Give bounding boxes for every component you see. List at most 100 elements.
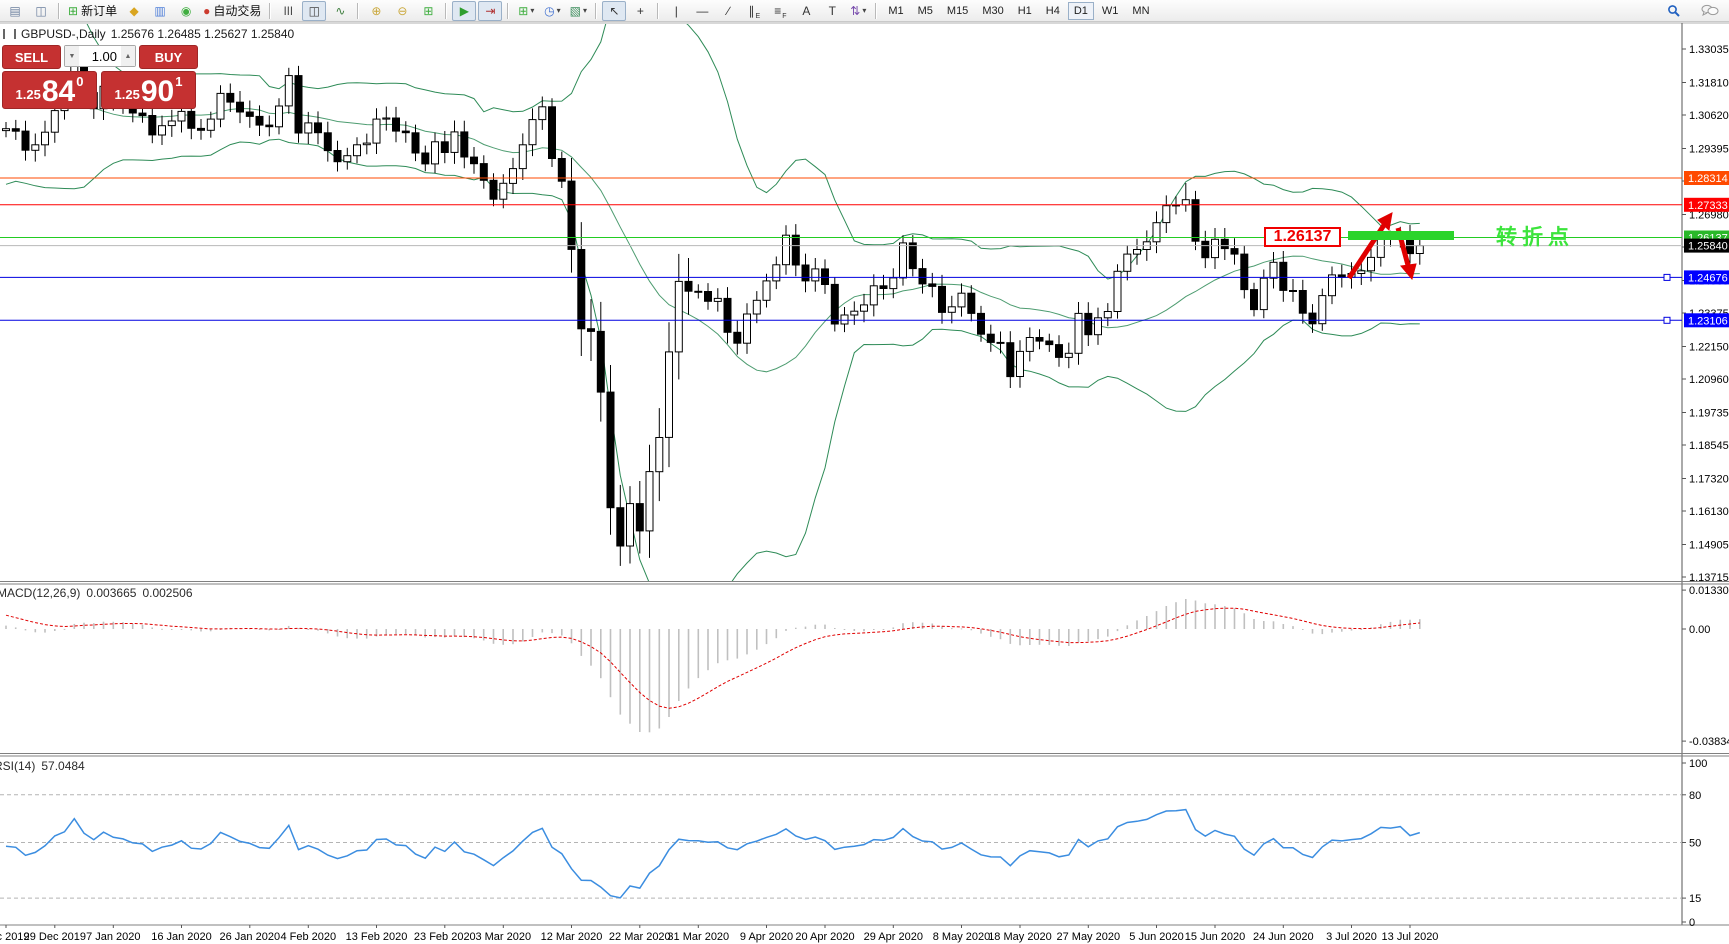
cursor-icon: ↖ (609, 3, 620, 18)
chevron-down-icon[interactable]: ▾ (530, 5, 535, 15)
buy-price-button[interactable]: 1.25 90 1 (101, 71, 196, 109)
text-label-button[interactable]: T (820, 1, 844, 21)
toolbar-separator (58, 2, 60, 19)
svg-text:1.18545: 1.18545 (1689, 440, 1729, 452)
chevron-down-icon[interactable]: ▾ (862, 5, 867, 15)
svg-text:3 Mar 2020: 3 Mar 2020 (475, 931, 531, 943)
svg-text:15 Jun 2020: 15 Jun 2020 (1185, 931, 1246, 943)
sell-price-button[interactable]: 1.25 84 0 (2, 71, 97, 109)
auto-scroll-button[interactable]: ▶ (452, 0, 477, 21)
chevron-down-icon[interactable]: ▾ (583, 5, 588, 15)
metaeditor-icon: ◆ (129, 3, 139, 18)
trendline-button[interactable]: ∕ (716, 1, 740, 21)
buy-button[interactable]: BUY (139, 45, 198, 69)
templates-icon: ▧ (569, 3, 581, 18)
autotrading-icon: ● (203, 3, 211, 18)
rsi-value: 57.0484 (41, 759, 85, 773)
chat-icon[interactable] (1698, 1, 1722, 21)
volume-decrease-button[interactable]: ▼ (65, 46, 79, 66)
volume-value[interactable]: 1.00 (91, 48, 117, 64)
arrows-button[interactable]: ⇅ ▾ (846, 1, 870, 21)
rsi-plot[interactable] (0, 756, 1682, 925)
vertical-line-button[interactable]: | (664, 1, 688, 21)
main-chart-plot[interactable] (0, 23, 1682, 581)
toolbar-separator (269, 2, 272, 19)
channel-button[interactable]: ∥ E (742, 1, 766, 21)
sell-button[interactable]: SELL (2, 45, 61, 69)
timeframe-mn-button[interactable]: MN (1132, 4, 1150, 17)
svg-text:1.14905: 1.14905 (1689, 540, 1729, 552)
new-order-button[interactable]: ⊞ 新订单 (65, 1, 120, 21)
zoom-out-button[interactable]: ⊖ (390, 1, 414, 21)
periods-button[interactable]: ◷ ▾ (540, 1, 564, 21)
tile-windows-button[interactable]: ⊞ (416, 1, 440, 21)
svg-text:1.29395: 1.29395 (1689, 144, 1729, 156)
terminal-button[interactable]: ▥ (148, 1, 172, 21)
svg-text:3 Jul 2020: 3 Jul 2020 (1326, 931, 1377, 943)
svg-text:1.24676: 1.24676 (1688, 272, 1728, 284)
svg-text:5 Jun 2020: 5 Jun 2020 (1129, 931, 1183, 943)
line-chart-button[interactable]: ∿ (328, 1, 352, 21)
timeframe-m15-button[interactable]: M15 (946, 4, 969, 17)
price-axis-badges: 1.283141.273331.261371.258401.246761.231… (1684, 171, 1729, 328)
svg-text:1.27333: 1.27333 (1688, 200, 1728, 212)
indicators-icon: ⊞ (518, 3, 529, 18)
fibonacci-button[interactable]: ≡ F (768, 1, 792, 21)
turning-point-text[interactable]: 转折点 (1496, 226, 1574, 249)
svg-text:1.17320: 1.17320 (1689, 474, 1729, 486)
macd-signal-line (5, 607, 1420, 709)
cursor-button[interactable]: ↖ (602, 0, 627, 21)
toolbar-separator (357, 2, 360, 19)
candlestick-series (2, 53, 1424, 566)
icon-letter: E (755, 12, 761, 20)
channel-icon: ∥ (748, 3, 755, 18)
trendline-icon: ∕ (727, 3, 730, 18)
macd-plot[interactable] (0, 584, 1682, 753)
candlestick-chart-button[interactable]: ◫ (302, 0, 327, 21)
toolbar-separator (875, 2, 878, 19)
svg-text:22 Mar 2020: 22 Mar 2020 (609, 931, 671, 943)
svg-text:27 May 2020: 27 May 2020 (1056, 931, 1120, 943)
bar-chart-button[interactable]: ǀǀǀ (276, 1, 300, 21)
timeframe-w1-button[interactable]: W1 (1101, 4, 1119, 17)
charts-window-icon: ▤ (9, 3, 21, 18)
horizontal-line-button[interactable]: — (690, 1, 714, 21)
svg-text:1.16130: 1.16130 (1689, 506, 1729, 518)
macd-main-value: 0.003665 (86, 586, 137, 600)
timeframe-m1-button[interactable]: M1 (888, 4, 904, 17)
timeframe-h4-button[interactable]: H4 (1045, 4, 1060, 17)
zoom-in-button[interactable]: ⊕ (364, 1, 388, 21)
rsi-axis-ticks: 100 80 50 15 0 (1682, 758, 1707, 929)
strategy-tester-button[interactable]: ◫ (29, 1, 53, 21)
crosshair-button[interactable]: + (628, 1, 652, 21)
indicators-button[interactable]: ⊞ ▾ (514, 1, 538, 21)
chevron-down-icon[interactable]: ▾ (556, 5, 561, 15)
timeframe-d1-button[interactable]: D1 (1067, 1, 1094, 20)
timeframe-m30-button[interactable]: M30 (982, 4, 1004, 17)
volume-increase-button[interactable]: ▲ (121, 46, 135, 66)
price-level-annotation[interactable]: 1.26137 (1264, 227, 1341, 247)
signals-button[interactable]: ◉ (174, 1, 198, 21)
horizontal-price-lines[interactable] (0, 177, 1682, 324)
chart-shift-button[interactable]: ⇥ (478, 0, 503, 21)
price-axis[interactable] (1682, 23, 1729, 926)
timeframe-h1-button[interactable]: H1 (1017, 4, 1032, 17)
pane-borders (0, 22, 1729, 926)
svg-text:18 May 2020: 18 May 2020 (988, 931, 1052, 943)
charts-window-button[interactable]: ▤ (3, 1, 27, 21)
candlestick-chart-icon: ◫ (308, 3, 321, 18)
autotrading-button[interactable]: ● 自动交易 (200, 1, 264, 21)
metaeditor-button[interactable]: ◆ (122, 1, 146, 21)
svg-text:1.26980: 1.26980 (1689, 210, 1729, 222)
text-button[interactable]: A (794, 1, 818, 21)
macd-axis-ticks: 0.013301 0.00 -0.038343 (1682, 585, 1729, 748)
toolbar-separator (657, 2, 660, 19)
chart-canvas[interactable]: 1.330351.318101.306201.293951.282051.269… (0, 22, 1729, 944)
turning-zone-rectangle[interactable] (1348, 231, 1454, 240)
templates-button[interactable]: ▧ ▾ (566, 1, 590, 21)
timeframe-m5-button[interactable]: M5 (917, 4, 933, 17)
volume-stepper: ▼ 1.00 ▲ (64, 45, 136, 67)
svg-text:1.30620: 1.30620 (1689, 110, 1729, 122)
search-icon[interactable] (1662, 1, 1686, 21)
